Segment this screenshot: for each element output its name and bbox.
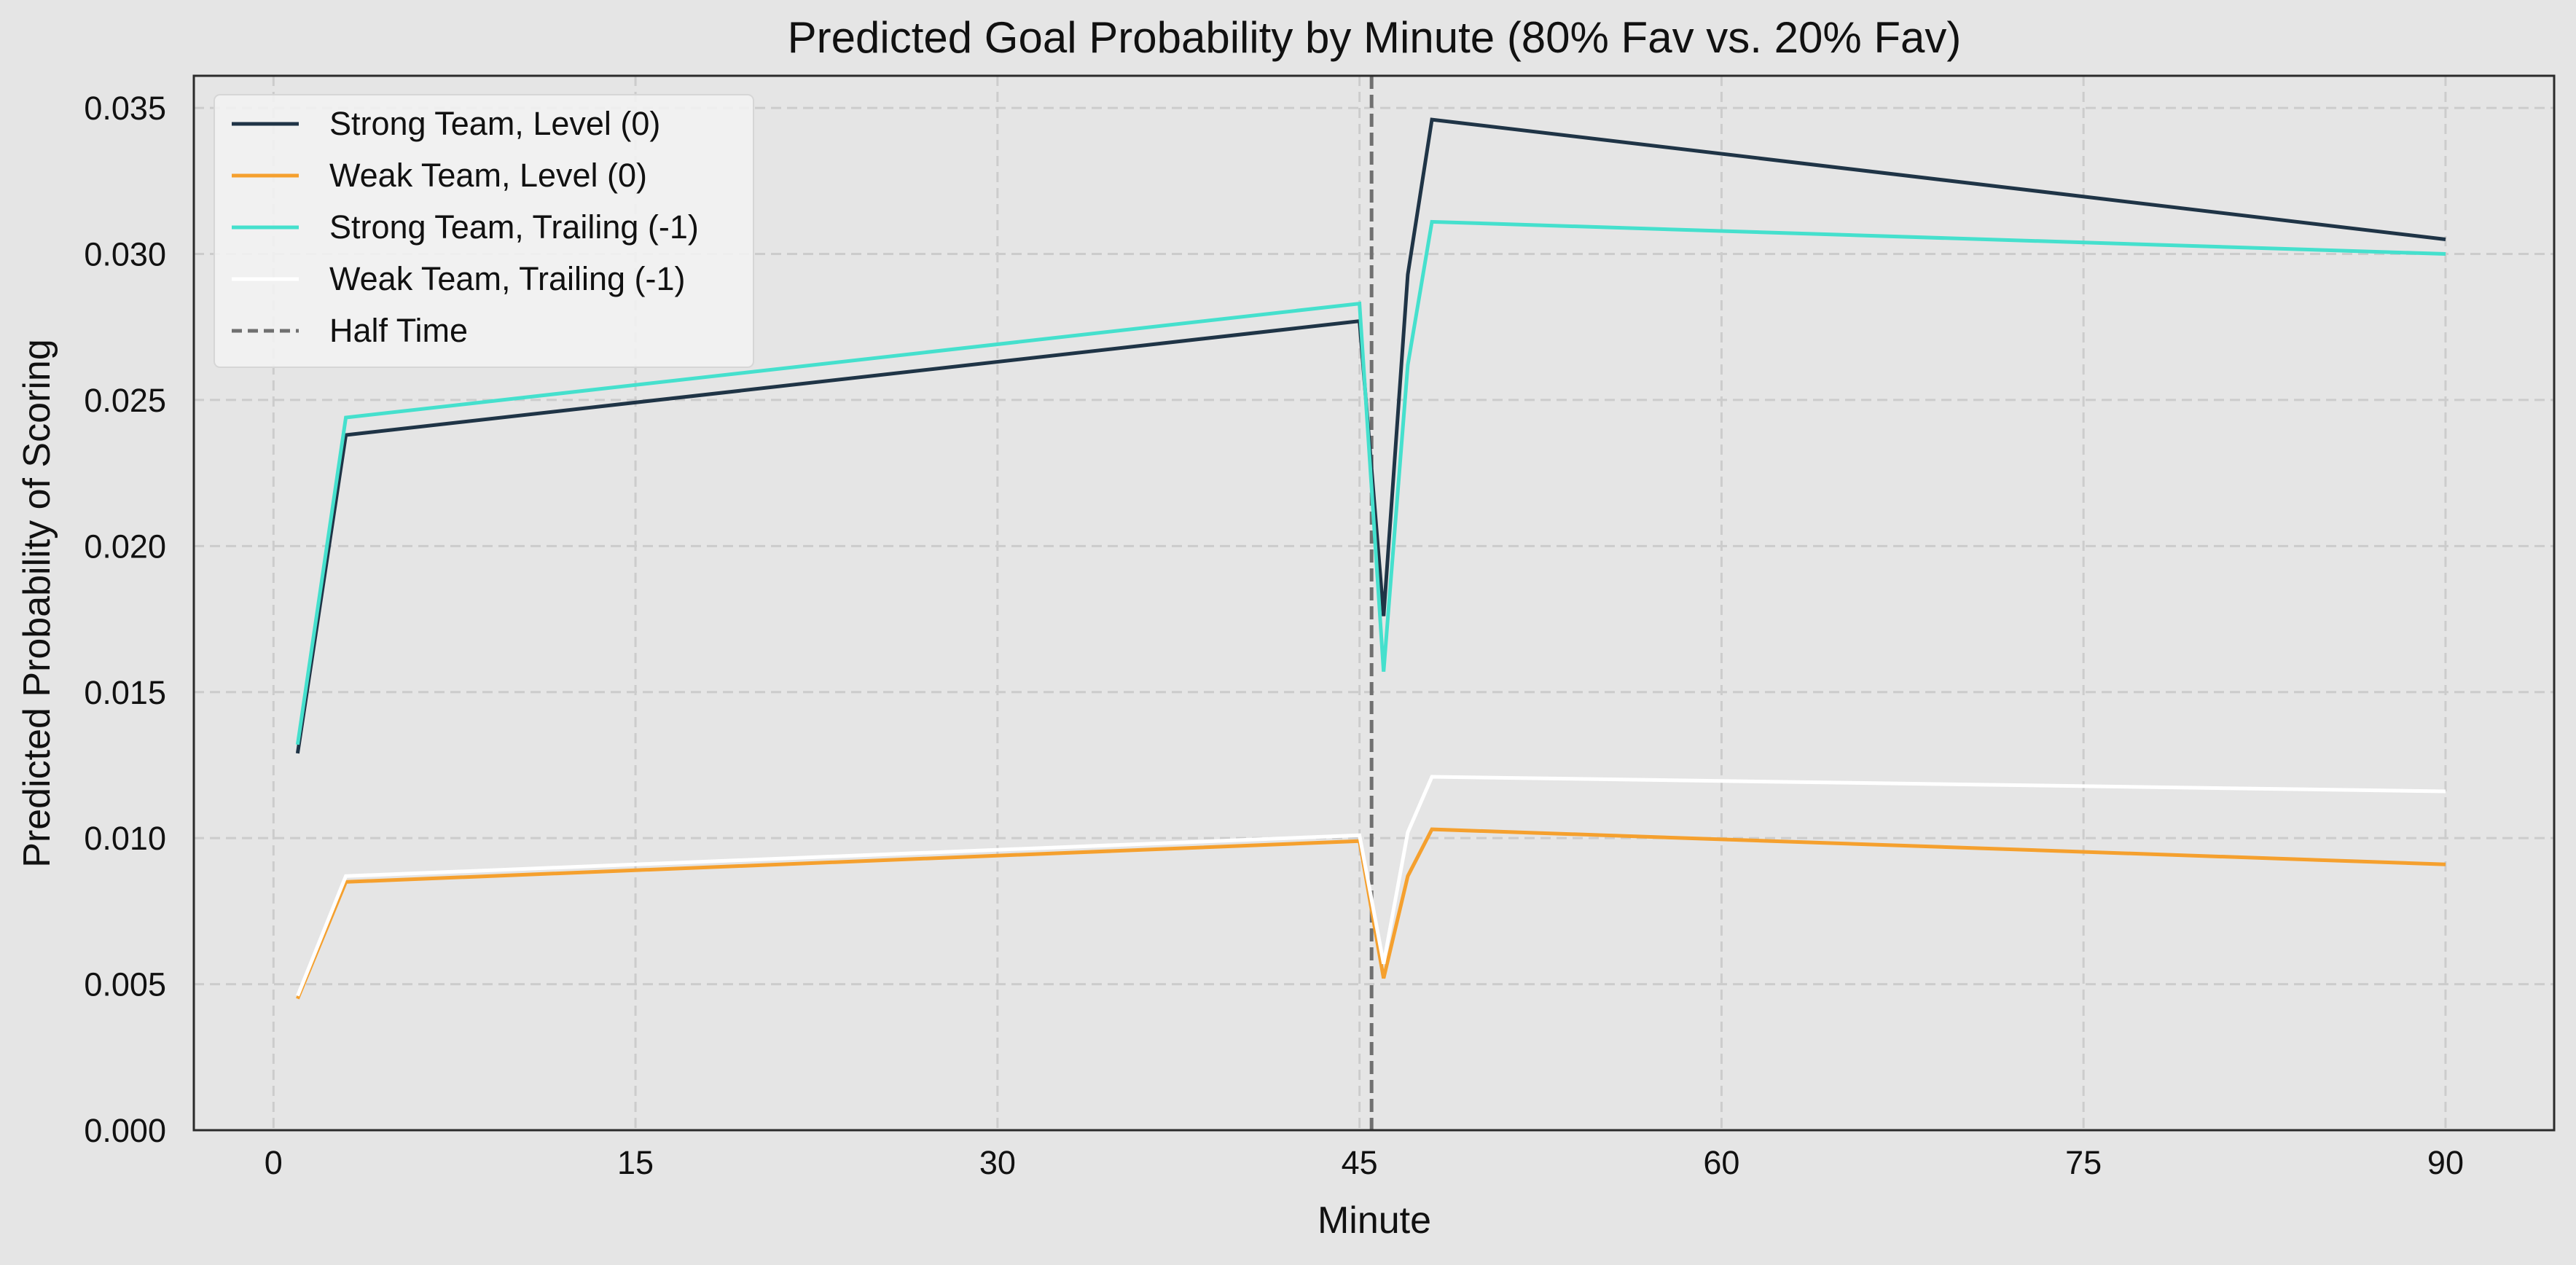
x-tick-label: 90	[2427, 1144, 2464, 1181]
y-tick-label: 0.030	[84, 236, 166, 273]
x-tick-label: 45	[1342, 1144, 1378, 1181]
plot-frame	[192, 74, 2556, 1132]
y-axis-ticks: 0.000 0.005 0.010 0.015 0.020 0.025 0.030 0.035	[84, 90, 166, 1149]
x-tick-label: 0	[265, 1144, 283, 1181]
y-tick-label: 0.005	[84, 966, 166, 1003]
legend: Strong Team, Level (0) Weak Team, Level (…	[214, 94, 754, 368]
legend-label: Half Time	[329, 312, 468, 349]
chart-title: Predicted Goal Probability by Minute (80…	[788, 13, 1962, 62]
y-tick-label: 0.020	[84, 528, 166, 565]
x-tick-label: 30	[979, 1144, 1016, 1181]
y-tick-label: 0.010	[84, 820, 166, 857]
x-axis-label: Minute	[1318, 1199, 1431, 1242]
y-axis-label: Predicted Probability of Scoring	[16, 339, 58, 868]
legend-label: Strong Team, Trailing (-1)	[329, 208, 699, 246]
legend-box	[214, 94, 754, 368]
legend-label: Strong Team, Level (0)	[329, 105, 660, 142]
x-tick-label: 60	[1703, 1144, 1739, 1181]
x-tick-label: 75	[2065, 1144, 2102, 1181]
x-tick-label: 15	[617, 1144, 654, 1181]
y-tick-label: 0.025	[84, 382, 166, 419]
y-tick-label: 0.015	[84, 674, 166, 711]
legend-label: Weak Team, Level (0)	[329, 157, 647, 194]
series-line-3	[295, 219, 2446, 745]
legend-label: Weak Team, Trailing (-1)	[329, 260, 686, 297]
series-layer	[295, 117, 2446, 1000]
series-line-1	[295, 117, 2446, 754]
series-line-4	[296, 775, 2446, 997]
x-axis-ticks: 0 15 30 45 60 75 90	[265, 1144, 2464, 1181]
series-line-2	[296, 827, 2446, 1000]
y-tick-label: 0.035	[84, 90, 166, 127]
y-tick-label: 0.000	[84, 1112, 166, 1149]
